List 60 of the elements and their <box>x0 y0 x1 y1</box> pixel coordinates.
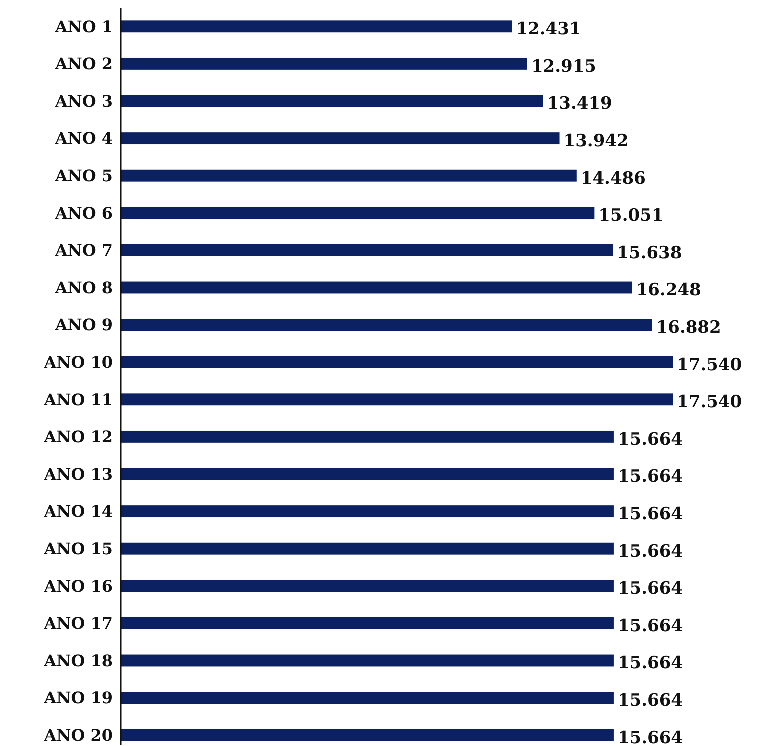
y-tick-label: ANO 16 <box>43 576 113 596</box>
bar <box>121 170 577 182</box>
y-tick-label: ANO 19 <box>43 688 113 708</box>
y-tick-label: ANO 2 <box>54 54 113 74</box>
bar <box>121 729 614 742</box>
data-label: 15.664 <box>618 616 684 636</box>
bar <box>121 692 614 704</box>
bar <box>121 244 614 256</box>
data-label: 12.431 <box>516 20 582 40</box>
data-label: 15.051 <box>598 206 664 226</box>
bar <box>121 207 595 220</box>
bar <box>121 356 673 368</box>
bar <box>121 282 632 294</box>
y-tick-label: ANO 13 <box>43 464 113 484</box>
data-label: 15.664 <box>618 467 684 488</box>
bar <box>121 580 614 592</box>
bar <box>121 20 512 33</box>
y-tick-label: ANO 14 <box>43 502 113 522</box>
y-tick-label: ANO 3 <box>54 92 113 111</box>
data-label: 17.540 <box>677 392 742 413</box>
bar <box>121 468 614 480</box>
data-label: 15.664 <box>618 504 684 524</box>
y-tick-label: ANO 15 <box>43 539 113 558</box>
data-label: 15.664 <box>618 430 684 450</box>
y-tick-label: ANO 12 <box>43 428 113 447</box>
bar <box>121 617 614 630</box>
bar <box>121 132 560 145</box>
data-label: 15.638 <box>617 243 682 264</box>
data-label: 15.664 <box>618 691 684 711</box>
data-label: 13.419 <box>547 94 612 114</box>
y-tick-label: ANO 1 <box>54 17 113 36</box>
bar <box>121 654 614 667</box>
y-tick-label: ANO 10 <box>43 352 113 372</box>
data-label: 15.664 <box>618 579 684 600</box>
data-label: 15.664 <box>618 654 684 674</box>
data-label: 15.664 <box>618 542 684 562</box>
bar <box>121 58 528 70</box>
data-label: 14.486 <box>580 168 646 189</box>
data-label: 16.882 <box>656 318 722 338</box>
bar <box>121 319 652 332</box>
y-tick-label: ANO 6 <box>54 204 113 223</box>
data-label: 13.942 <box>564 132 629 152</box>
y-tick-label: ANO 11 <box>43 390 113 410</box>
data-label: 15.664 <box>618 728 684 746</box>
bar <box>121 95 544 108</box>
y-tick-label: ANO 8 <box>54 278 113 298</box>
data-label: 16.248 <box>636 280 702 301</box>
data-label: 12.915 <box>531 56 597 77</box>
y-tick-label: ANO 5 <box>54 166 113 186</box>
y-tick-label: ANO 4 <box>54 129 113 148</box>
bar <box>121 394 673 406</box>
bar <box>121 506 614 518</box>
y-tick-label: ANO 20 <box>43 726 113 745</box>
data-label: 17.540 <box>677 355 742 376</box>
y-tick-label: ANO 7 <box>54 241 113 260</box>
y-tick-label: ANO 18 <box>43 651 113 670</box>
y-tick-label: ANO 9 <box>54 316 113 335</box>
bar <box>121 542 614 555</box>
y-tick-label: ANO 17 <box>43 614 113 634</box>
bar <box>121 430 614 443</box>
